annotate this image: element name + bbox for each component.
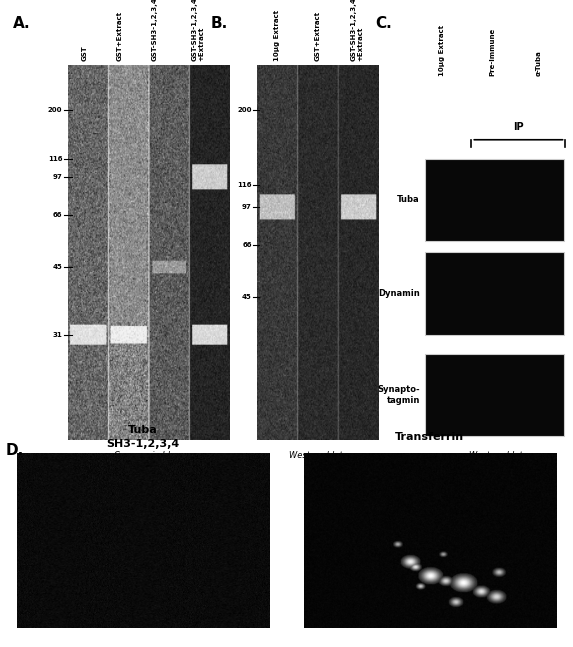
Text: D.: D. <box>6 443 24 458</box>
Text: Transferrin: Transferrin <box>395 432 464 443</box>
Text: 200: 200 <box>237 107 252 113</box>
Bar <box>425 159 564 241</box>
Text: GST-SH3-1,2,3,4
+Extract: GST-SH3-1,2,3,4 +Extract <box>351 0 364 61</box>
Text: Pre-Immune: Pre-Immune <box>489 28 495 76</box>
Text: C.: C. <box>375 16 392 31</box>
Text: SH3-1,2,3,4: SH3-1,2,3,4 <box>107 439 180 450</box>
Text: GST-SH3-1,2,3,4: GST-SH3-1,2,3,4 <box>151 0 157 61</box>
Text: IP: IP <box>513 122 524 132</box>
Text: 66: 66 <box>53 212 62 218</box>
Text: 66: 66 <box>242 242 252 248</box>
Text: 97: 97 <box>242 204 252 210</box>
Bar <box>425 354 564 436</box>
Text: 200: 200 <box>48 107 62 113</box>
Text: Tuba: Tuba <box>128 426 158 435</box>
Text: Coomassie blue: Coomassie blue <box>113 451 180 460</box>
Text: 97: 97 <box>53 174 62 181</box>
Text: Synapto-
tagmin: Synapto- tagmin <box>377 385 420 404</box>
Text: GST-SH3-1,2,3,4
+Extract: GST-SH3-1,2,3,4 +Extract <box>191 0 205 61</box>
Text: 10μg Extract: 10μg Extract <box>439 25 445 76</box>
Text: A.: A. <box>13 16 30 31</box>
Text: 116: 116 <box>48 155 62 162</box>
Text: 45: 45 <box>53 265 62 270</box>
Text: GST: GST <box>81 45 88 61</box>
Text: α-Tuba: α-Tuba <box>535 50 541 76</box>
Text: GST+Extract: GST+Extract <box>315 11 321 61</box>
Text: 116: 116 <box>237 182 252 188</box>
Text: 45: 45 <box>242 294 252 300</box>
Text: Dynamin: Dynamin <box>378 289 420 298</box>
Text: GST+Extract: GST+Extract <box>116 11 123 61</box>
Text: 10μg Extract: 10μg Extract <box>274 10 280 61</box>
Text: Western blot: Western blot <box>469 451 523 460</box>
Text: B.: B. <box>210 16 227 31</box>
Text: 31: 31 <box>53 332 62 338</box>
Text: Western blot: Western blot <box>289 451 343 460</box>
Text: Tuba: Tuba <box>397 195 420 204</box>
Bar <box>425 252 564 335</box>
